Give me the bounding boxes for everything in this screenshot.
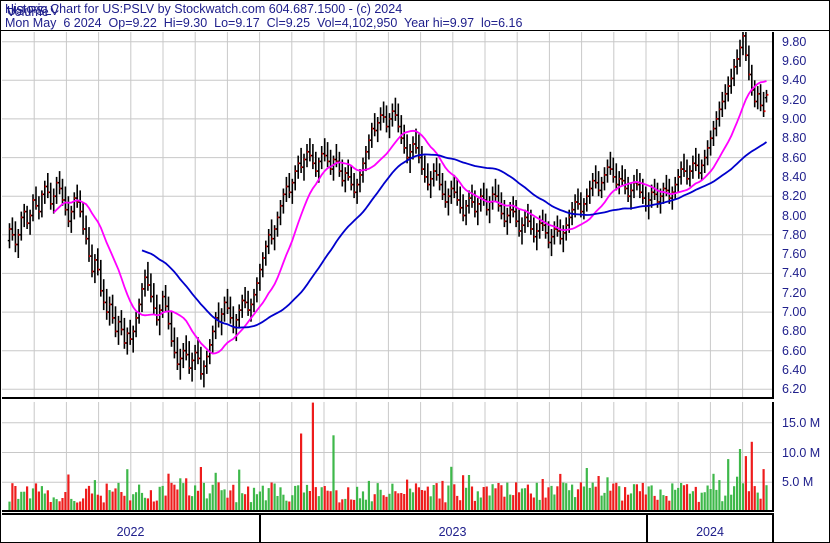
price-axis-tick: 8.40: [782, 169, 807, 184]
price-axis-tick: 9.00: [782, 111, 807, 126]
date-axis-year-label: 2022: [116, 525, 145, 539]
price-axis-tick: 8.60: [782, 150, 807, 165]
price-axis-tick: 7.80: [782, 227, 807, 242]
price-chart-panel[interactable]: [2, 32, 774, 399]
header-title-line: Historic Chart for US:PSLV by Stockwatch…: [5, 2, 403, 16]
date-axis: 2022 2023 2024: [2, 513, 774, 542]
date-axis-year-2024: 2024: [646, 515, 774, 542]
price-axis-tick: 6.20: [782, 382, 807, 397]
price-axis-tick: 9.40: [782, 73, 807, 88]
price-axis-tick: 6.60: [782, 343, 807, 358]
symbol-label: US:PSLV: [7, 4, 59, 18]
date-axis-year-2022: 2022: [2, 515, 259, 542]
chart-header: Historic Chart for US:PSLV by Stockwatch…: [1, 1, 829, 31]
price-axis-tick: 6.40: [782, 363, 807, 378]
volume-chart-panel[interactable]: [2, 402, 774, 512]
price-axis-tick: 7.00: [782, 305, 807, 320]
price-axis-tick: 8.80: [782, 131, 807, 146]
price-axis-tick: 8.20: [782, 189, 807, 204]
price-axis-tick: 7.20: [782, 285, 807, 300]
price-axis-tick: 6.80: [782, 324, 807, 339]
volume-axis: 15.0 M 10.0 M 5.0 M: [776, 402, 830, 512]
date-axis-year-label: 2023: [438, 525, 467, 539]
header-quote-line: Mon May 6 2024 Op=9.22 Hi=9.30 Lo=9.17 C…: [5, 16, 523, 30]
volume-axis-tick: 10.0 M: [782, 445, 821, 460]
date-axis-divider: [259, 515, 261, 542]
price-axis-tick: 8.00: [782, 208, 807, 223]
volume-axis-tick: 5.0 M: [782, 475, 814, 490]
price-axis-tick: 9.80: [782, 34, 807, 49]
price-axis: 9.80 9.60 9.40 9.20 9.00 8.80 8.60 8.40 8.20 8.00…: [776, 32, 830, 399]
price-axis-tick: 7.40: [782, 266, 807, 281]
price-axis-tick: 9.20: [782, 92, 807, 107]
price-axis-tick: 9.60: [782, 53, 807, 68]
date-axis-year-label: 2024: [696, 525, 724, 539]
price-axis-tick: 7.60: [782, 247, 807, 262]
price-plot: [2, 32, 774, 399]
volume-label: Volume: [7, 5, 49, 19]
volume-plot: [2, 402, 774, 512]
date-axis-divider: [646, 515, 648, 542]
volume-axis-tick: 15.0 M: [782, 415, 821, 430]
date-axis-year-2023: 2023: [259, 515, 646, 542]
